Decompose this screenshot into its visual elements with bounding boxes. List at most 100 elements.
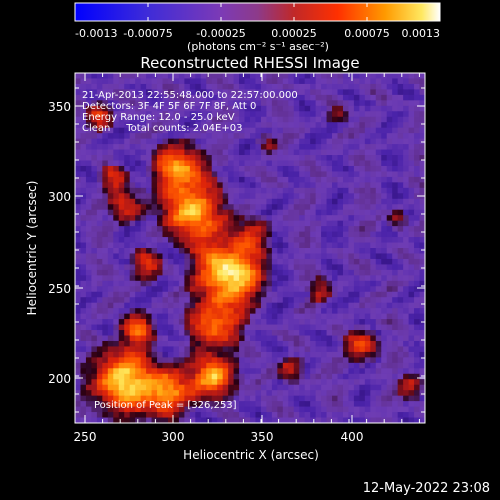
heatmap-pixel <box>293 390 300 397</box>
heatmap-pixel <box>321 237 328 244</box>
heatmap-pixel <box>157 242 164 249</box>
heatmap-pixel <box>353 412 360 419</box>
heatmap-pixel <box>250 144 257 151</box>
heatmap-pixel <box>337 78 344 85</box>
heatmap-pixel <box>167 176 175 183</box>
heatmap-pixel <box>113 417 120 423</box>
heatmap-pixel <box>80 330 87 337</box>
heatmap-pixel <box>146 237 153 244</box>
heatmap-pixel <box>233 237 240 244</box>
heatmap-pixel <box>321 78 328 85</box>
heatmap-pixel <box>342 111 350 118</box>
heatmap-pixel <box>260 248 268 255</box>
heatmap-pixel <box>255 248 262 255</box>
heatmap-pixel <box>271 308 278 315</box>
heatmap-pixel <box>157 237 164 244</box>
heatmap-pixel <box>91 275 98 282</box>
heatmap-pixel <box>151 176 158 183</box>
heatmap-pixel <box>195 362 202 369</box>
heatmap-pixel <box>200 111 207 118</box>
heatmap-pixel <box>342 209 350 216</box>
heatmap-pixel <box>107 412 114 419</box>
heatmap-pixel <box>222 237 229 244</box>
heatmap-pixel <box>178 264 185 271</box>
heatmap-pixel <box>310 324 317 331</box>
heatmap-pixel <box>206 280 213 287</box>
heatmap-pixel <box>124 215 131 222</box>
heatmap-pixel <box>342 94 350 101</box>
heatmap-pixel <box>244 406 251 413</box>
heatmap-pixel <box>353 149 360 156</box>
heatmap-pixel <box>184 133 191 140</box>
heatmap-pixel <box>189 253 196 260</box>
heatmap-pixel <box>75 133 82 140</box>
heatmap-pixel <box>113 144 120 151</box>
heatmap-pixel <box>195 160 202 167</box>
heatmap-pixel <box>255 111 262 118</box>
heatmap-pixel <box>184 280 191 287</box>
heatmap-pixel <box>392 176 399 183</box>
heatmap-pixel <box>129 390 136 397</box>
heatmap-pixel <box>321 149 328 156</box>
heatmap-pixel <box>381 105 388 112</box>
heatmap-pixel <box>321 319 328 326</box>
heatmap-pixel <box>75 160 82 167</box>
heatmap-pixel <box>113 412 120 419</box>
heatmap-pixel <box>293 379 300 386</box>
heatmap-pixel <box>419 308 425 315</box>
heatmap-pixel <box>233 286 240 293</box>
heatmap-pixel <box>124 340 131 348</box>
heatmap-pixel <box>91 165 98 173</box>
heatmap-pixel <box>271 144 278 151</box>
heatmap-pixel <box>342 346 350 353</box>
heatmap-pixel <box>397 78 404 85</box>
heatmap-pixel <box>140 264 147 271</box>
heatmap-pixel <box>414 417 421 423</box>
heatmap-pixel <box>85 209 93 216</box>
heatmap-pixel <box>288 149 295 156</box>
heatmap-pixel <box>310 248 317 255</box>
heatmap-pixel <box>255 417 262 423</box>
heatmap-pixel <box>195 379 202 386</box>
heatmap-pixel <box>244 73 251 80</box>
x-tick-label: 300 <box>162 430 185 444</box>
heatmap-pixel <box>146 346 153 353</box>
heatmap-pixel <box>293 78 300 85</box>
heatmap-pixel <box>113 280 120 287</box>
heatmap-pixel <box>75 275 82 282</box>
heatmap-pixel <box>364 412 371 419</box>
heatmap-pixel <box>200 417 207 423</box>
heatmap-pixel <box>250 286 257 293</box>
heatmap-pixel <box>288 144 295 151</box>
heatmap-pixel <box>173 138 180 145</box>
heatmap-pixel <box>342 100 350 107</box>
heatmap-pixel <box>211 204 218 211</box>
heatmap-pixel <box>184 226 191 233</box>
heatmap-pixel <box>118 340 125 348</box>
heatmap-pixel <box>414 373 421 380</box>
heatmap-pixel <box>419 182 425 189</box>
heatmap-pixel <box>342 308 350 315</box>
heatmap-pixel <box>364 401 371 408</box>
heatmap-pixel <box>167 165 175 173</box>
heatmap-pixel <box>375 149 382 156</box>
heatmap-pixel <box>217 384 224 391</box>
heatmap-pixel <box>178 105 185 112</box>
heatmap-pixel <box>178 83 185 91</box>
heatmap-pixel <box>244 187 251 194</box>
heatmap-pixel <box>370 209 377 216</box>
heatmap-pixel <box>91 89 98 96</box>
heatmap-pixel <box>129 340 136 348</box>
heatmap-pixel <box>332 253 339 260</box>
heatmap-pixel <box>370 111 377 118</box>
heatmap-pixel <box>364 351 371 358</box>
heatmap-pixel <box>217 100 224 107</box>
heatmap-pixel <box>348 264 355 271</box>
heatmap-pixel <box>162 127 169 134</box>
heatmap-pixel <box>151 308 158 315</box>
heatmap-pixel <box>342 165 350 173</box>
heatmap-pixel <box>162 313 169 320</box>
heatmap-pixel <box>260 215 268 222</box>
heatmap-pixel <box>392 412 399 419</box>
heatmap-pixel <box>381 83 388 91</box>
